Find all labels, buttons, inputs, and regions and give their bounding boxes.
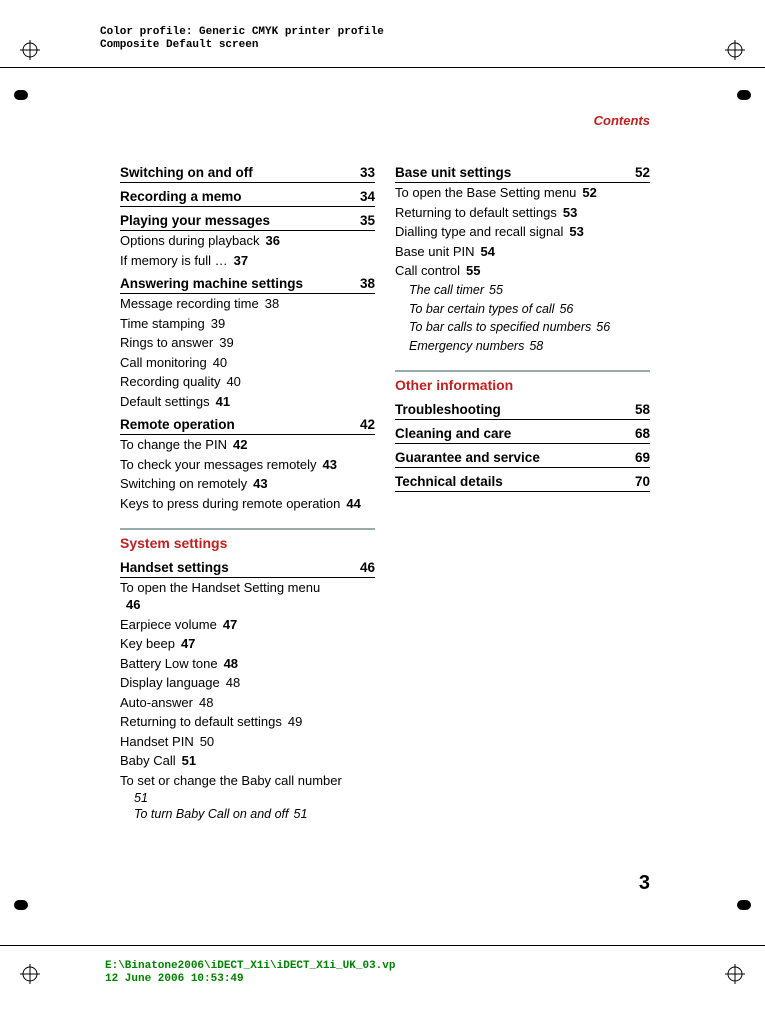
toc-title: Playing your messages — [120, 213, 270, 228]
reg-mark-br — [725, 964, 745, 984]
page-number: 3 — [639, 872, 650, 895]
toc-sub: Rings to answer39 — [120, 333, 375, 353]
toc-sub: Call control55 — [395, 261, 650, 281]
toc-sub-cont: 51 — [120, 791, 375, 805]
reg-mark-tl — [20, 40, 40, 60]
toc-page: 46 — [360, 560, 375, 575]
color-bar-br2 — [737, 900, 751, 910]
toc-entry: Handset settings 46 — [120, 557, 375, 578]
toc-title: Cleaning and care — [395, 426, 511, 441]
running-header: Contents — [594, 113, 650, 128]
toc-entry: Playing your messages 35 — [120, 210, 375, 231]
reg-mark-tr — [725, 40, 745, 60]
toc-page: 33 — [360, 165, 375, 180]
toc-sub: To open the Base Setting menu52 — [395, 183, 650, 203]
toc-page: 69 — [635, 450, 650, 465]
toc-sub: Recording quality40 — [120, 372, 375, 392]
toc-subsub: Emergency numbers58 — [395, 337, 650, 356]
section-rule — [395, 370, 650, 372]
toc-title: Answering machine settings — [120, 276, 303, 291]
section-heading: Other information — [395, 377, 650, 393]
toc-sub: Message recording time38 — [120, 294, 375, 314]
toc-sub: Call monitoring40 — [120, 353, 375, 373]
color-bar-left — [14, 90, 28, 100]
crop-line-bottom — [0, 945, 765, 946]
toc-subsub: To turn Baby Call on and off51 — [120, 805, 375, 824]
right-column: Base unit settings 52 To open the Base S… — [395, 160, 650, 823]
toc-entry: Answering machine settings 38 — [120, 273, 375, 294]
reg-mark-bl — [20, 964, 40, 984]
toc-title: Technical details — [395, 474, 503, 489]
toc-sub: Default settings41 — [120, 392, 375, 412]
stamp-date: 12 June 2006 10:53:49 — [105, 973, 395, 986]
toc-entry: Cleaning and care 68 — [395, 423, 650, 444]
toc-sub: To set or change the Baby call number — [120, 771, 375, 791]
toc-entry: Technical details 70 — [395, 471, 650, 492]
toc-page: 52 — [635, 165, 650, 180]
toc-page: 34 — [360, 189, 375, 204]
toc-sub: Time stamping39 — [120, 314, 375, 334]
toc-title: Remote operation — [120, 417, 235, 432]
section-rule — [120, 528, 375, 530]
toc-sub: Base unit PIN54 — [395, 242, 650, 262]
toc-entry: Recording a memo 34 — [120, 186, 375, 207]
toc-page: 35 — [360, 213, 375, 228]
color-bar-bl — [14, 900, 28, 910]
toc-sub: Keys to press during remote operation44 — [120, 494, 375, 514]
toc-title: Handset settings — [120, 560, 229, 575]
toc-sub: Returning to default settings53 — [395, 203, 650, 223]
toc-sub: Display language48 — [120, 673, 375, 693]
toc-sub: Auto-answer48 — [120, 693, 375, 713]
toc-sub: Options during playback36 — [120, 231, 375, 251]
toc-entry: Remote operation 42 — [120, 414, 375, 435]
toc-sub: To open the Handset Setting menu46 — [120, 578, 375, 615]
stamp-path: E:\Binatone2006\iDECT_X1i\iDECT_X1i_UK_0… — [105, 960, 395, 973]
toc-subsub: To bar calls to specified numbers56 — [395, 318, 650, 337]
toc-title: Base unit settings — [395, 165, 511, 180]
toc-entry: Switching on and off 33 — [120, 162, 375, 183]
toc-subsub: To bar certain types of call56 — [395, 300, 650, 319]
toc-sub: Earpiece volume47 — [120, 615, 375, 635]
toc-page: 68 — [635, 426, 650, 441]
color-bar-right — [737, 90, 751, 100]
toc-entry: Base unit settings 52 — [395, 162, 650, 183]
toc-sub: To check your messages remotely43 — [120, 455, 375, 475]
toc-page: 70 — [635, 474, 650, 489]
toc-sub: Switching on remotely43 — [120, 474, 375, 494]
crop-line-top — [0, 67, 765, 68]
toc-sub: Battery Low tone48 — [120, 654, 375, 674]
toc-entry: Guarantee and service 69 — [395, 447, 650, 468]
profile-line1: Color profile: Generic CMYK printer prof… — [100, 26, 384, 39]
toc-sub: Dialling type and recall signal53 — [395, 222, 650, 242]
profile-line2: Composite Default screen — [100, 39, 384, 52]
toc-entry: Troubleshooting 58 — [395, 399, 650, 420]
content-columns: Switching on and off 33 Recording a memo… — [120, 160, 650, 823]
toc-sub: To change the PIN42 — [120, 435, 375, 455]
toc-title: Switching on and off — [120, 165, 253, 180]
toc-sub: Returning to default settings49 — [120, 712, 375, 732]
toc-sub: Key beep47 — [120, 634, 375, 654]
toc-title: Guarantee and service — [395, 450, 540, 465]
toc-title: Recording a memo — [120, 189, 242, 204]
toc-page: 58 — [635, 402, 650, 417]
toc-title: Troubleshooting — [395, 402, 501, 417]
printer-profile-info: Color profile: Generic CMYK printer prof… — [100, 26, 384, 52]
section-heading: System settings — [120, 535, 375, 551]
toc-sub: Handset PIN50 — [120, 732, 375, 752]
left-column: Switching on and off 33 Recording a memo… — [120, 160, 375, 823]
toc-page: 42 — [360, 417, 375, 432]
toc-subsub: The call timer55 — [395, 281, 650, 300]
toc-page: 38 — [360, 276, 375, 291]
toc-sub: Baby Call51 — [120, 751, 375, 771]
file-timestamp: E:\Binatone2006\iDECT_X1i\iDECT_X1i_UK_0… — [105, 960, 395, 986]
toc-sub: If memory is full …37 — [120, 251, 375, 271]
